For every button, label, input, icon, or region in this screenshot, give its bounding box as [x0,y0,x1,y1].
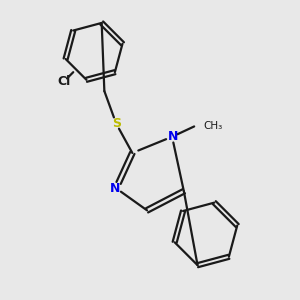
Text: N: N [110,182,121,195]
Text: N: N [167,130,178,143]
Text: S: S [112,117,121,130]
Text: Cl: Cl [57,75,70,88]
Text: CH₃: CH₃ [203,122,222,131]
